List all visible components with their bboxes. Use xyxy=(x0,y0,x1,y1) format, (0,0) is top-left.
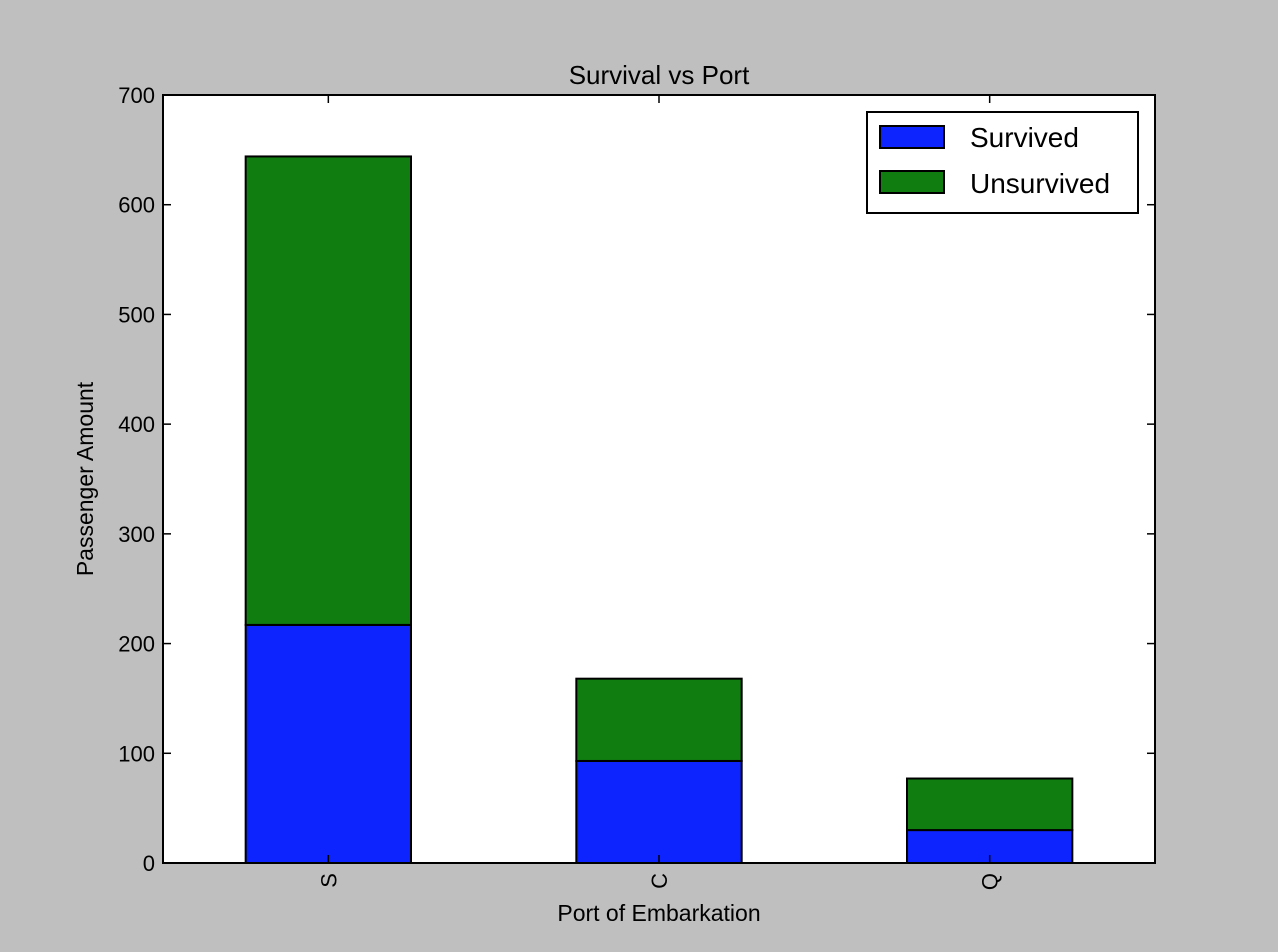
x-tick-label: S xyxy=(316,873,341,888)
ticks-layer: 0 100 200 300 400 500 600 700 S C Q xyxy=(118,83,1155,890)
legend-swatch-unsurvived xyxy=(879,170,945,194)
x-tick-label: Q xyxy=(978,873,1003,890)
bar-q-unsurvived xyxy=(906,777,1074,832)
bar-c-survived xyxy=(575,759,743,864)
y-tick-label: 0 xyxy=(143,851,155,876)
plot-frame xyxy=(162,94,1156,864)
y-tick-label: 500 xyxy=(118,302,155,327)
legend-label-survived: Survived xyxy=(970,122,1079,153)
legend-label-unsurvived: Unsurvived xyxy=(970,168,1110,199)
bar-s-survived xyxy=(244,623,412,864)
bars-layer xyxy=(244,155,1074,864)
y-tick-label: 300 xyxy=(118,522,155,547)
y-tick-label: 600 xyxy=(118,193,155,218)
legend-swatch-survived xyxy=(879,125,945,149)
bar-c-unsurvived xyxy=(575,677,743,762)
y-tick-label: 200 xyxy=(118,632,155,657)
legend: Survived Unsurvived xyxy=(866,111,1139,214)
bar-s-unsurvived xyxy=(244,155,412,626)
y-tick-label: 400 xyxy=(118,412,155,437)
chart-title: Survival vs Port xyxy=(569,60,750,90)
y-axis-label: Passenger Amount xyxy=(72,381,98,576)
legend-box xyxy=(866,111,1139,214)
y-tick-label: 100 xyxy=(118,741,155,766)
x-tick-label: C xyxy=(647,873,672,889)
x-axis-label: Port of Embarkation xyxy=(557,900,760,926)
y-tick-label: 700 xyxy=(118,83,155,108)
